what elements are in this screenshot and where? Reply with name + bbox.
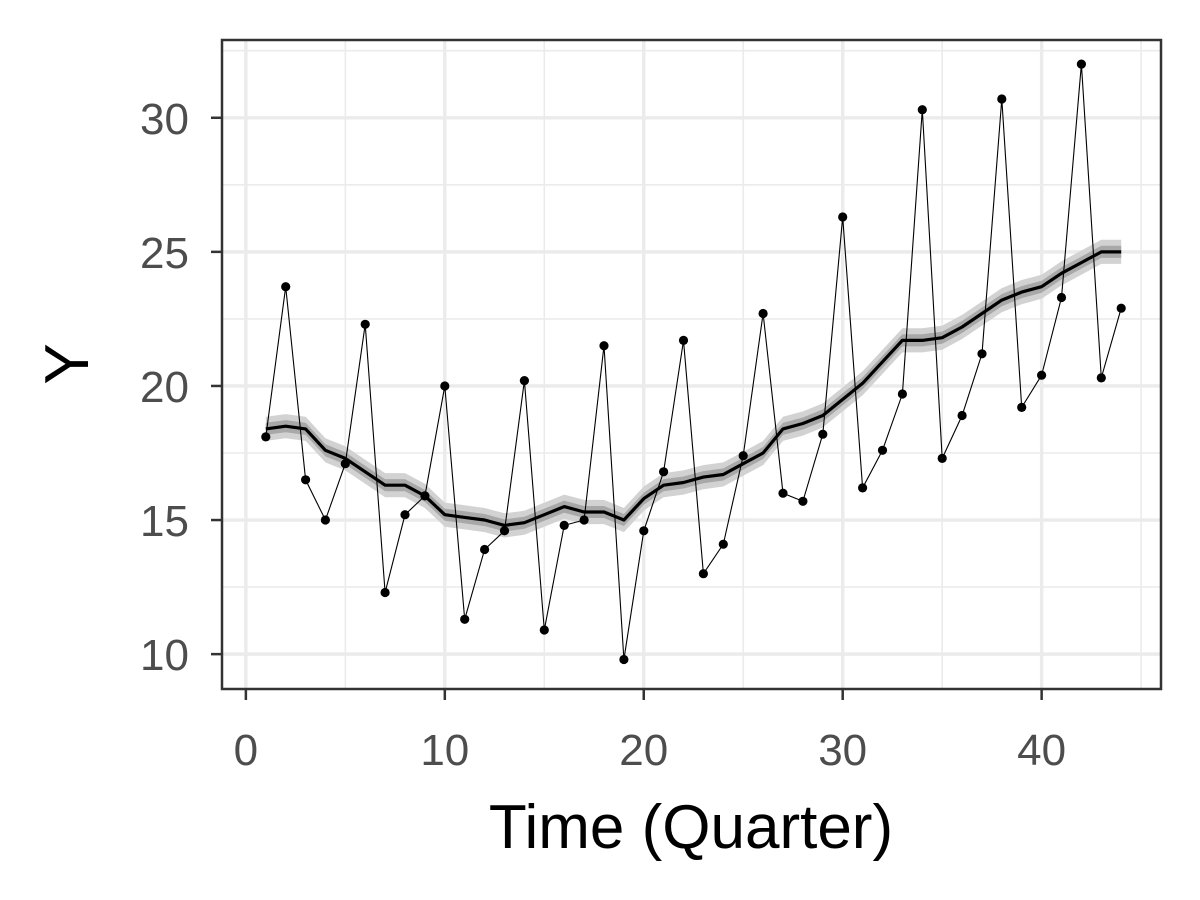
x-tick-label: 40 [1017, 726, 1066, 775]
observed-point [818, 429, 828, 439]
observed-point [440, 381, 450, 391]
observed-point [897, 389, 908, 399]
observed-point [1116, 303, 1126, 313]
observed-point [1076, 59, 1086, 69]
x-tick-label: 30 [818, 726, 867, 775]
observed-point [659, 467, 669, 477]
observed-point [261, 432, 271, 442]
observed-point [320, 515, 330, 525]
observed-point [997, 94, 1007, 104]
x-tick-label: 10 [420, 726, 469, 775]
observed-point [519, 376, 530, 386]
observed-point [539, 625, 549, 635]
observed-point [360, 319, 370, 329]
observed-point [838, 212, 848, 222]
observed-point [718, 539, 728, 549]
observed-point [1056, 292, 1067, 303]
observed-point [281, 282, 291, 292]
observed-point [639, 526, 649, 536]
y-axis-ticks: 10 15 20 25 30 [140, 95, 221, 680]
trend-line [265, 250, 1122, 528]
observed-point [400, 510, 410, 520]
observed-point [599, 341, 609, 351]
observed-point [1037, 370, 1047, 380]
observed-point [420, 491, 430, 501]
y-tick-label: 10 [140, 631, 189, 680]
observed-point [1096, 373, 1106, 383]
trend-confidence-band [265, 239, 1122, 538]
observed-point [579, 515, 589, 525]
observed-point [499, 526, 510, 536]
observed-point [798, 496, 808, 506]
observed-point [619, 654, 629, 665]
observed-point [698, 569, 709, 579]
y-tick-label: 15 [140, 497, 189, 546]
observed-points [261, 59, 1126, 665]
observed-point [738, 451, 748, 461]
observed-point [917, 105, 927, 115]
observed-point [460, 614, 470, 624]
x-tick-label: 0 [234, 726, 258, 775]
x-axis-title: Time (Quarter) [489, 793, 893, 862]
observed-point [758, 308, 768, 319]
observed-point [778, 488, 788, 498]
y-axis-title: Y [33, 343, 102, 384]
observed-point [957, 410, 967, 421]
observed-point [977, 349, 987, 359]
trend-band-inner [265, 245, 1122, 532]
observed-point [559, 520, 569, 531]
gridlines [222, 40, 1161, 689]
observed-point [937, 453, 947, 463]
observed-point [340, 459, 350, 469]
panel-background [222, 40, 1161, 689]
observed-point [301, 475, 311, 485]
x-tick-label: 20 [619, 726, 668, 775]
observed-point [380, 587, 390, 598]
observed-point [877, 445, 888, 455]
observed-point [858, 483, 868, 493]
observed-point [480, 544, 490, 555]
panel-border [220, 38, 1163, 691]
y-tick-label: 20 [140, 363, 189, 412]
x-axis-ticks: 0 10 20 30 40 [234, 690, 1066, 775]
observed-point [678, 335, 689, 345]
y-tick-label: 30 [140, 95, 189, 144]
observed-point [1017, 402, 1027, 412]
y-tick-label: 25 [140, 229, 189, 278]
